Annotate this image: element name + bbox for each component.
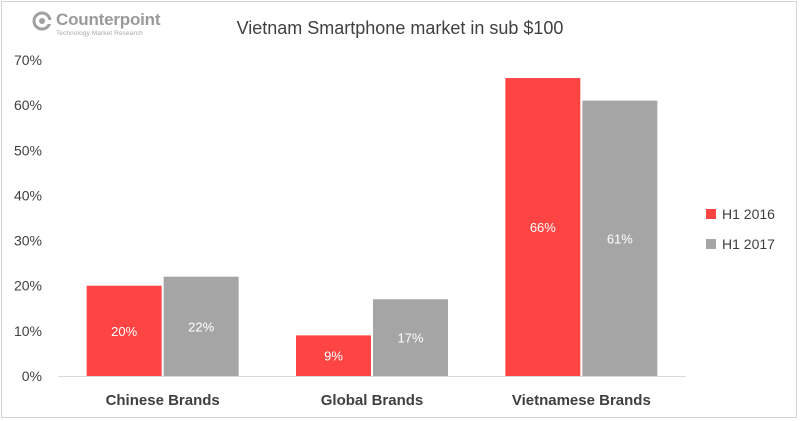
bar-h1-2017 [163, 276, 239, 376]
legend-item-h1-2017: H1 2017 [706, 234, 775, 254]
chart-title: Vietnam Smartphone market in sub $100 [236, 18, 564, 38]
counterpoint-logo-icon [32, 11, 52, 31]
x-tick-label: Global Brands [321, 392, 424, 409]
x-tick-label: Chinese Brands [106, 392, 220, 409]
y-tick-label: 20% [14, 278, 42, 294]
legend-swatch-h1-2016 [706, 209, 716, 219]
data-label: 66% [530, 220, 556, 235]
data-label: 22% [188, 319, 214, 334]
y-tick-label: 50% [14, 142, 42, 158]
y-tick-label: 40% [14, 187, 42, 203]
data-label: 17% [397, 331, 423, 346]
data-label: 20% [111, 324, 137, 339]
bar-h1-2016 [86, 285, 162, 376]
legend-item-h1-2016: H1 2016 [706, 204, 775, 224]
y-tick-label: 0% [22, 368, 42, 384]
bar-h1-2016 [296, 335, 371, 376]
x-tick-label: Vietnamese Brands [512, 392, 651, 409]
brand-name: Counterpoint [56, 10, 161, 29]
data-label: 9% [324, 349, 343, 364]
brand-tagline: Technology Market Research [56, 30, 143, 37]
legend-label-h1-2016: H1 2016 [722, 206, 775, 222]
legend-label-h1-2017: H1 2017 [722, 236, 775, 252]
y-tick-label: 10% [14, 323, 42, 339]
y-tick-label: 70% [14, 52, 42, 68]
data-label: 61% [607, 231, 633, 246]
legend: H1 2016 H1 2017 [706, 204, 775, 264]
legend-swatch-h1-2017 [706, 239, 716, 249]
bar-h1-2017 [373, 299, 448, 376]
y-tick-label: 30% [14, 233, 42, 249]
bar-h1-2017 [582, 100, 658, 376]
y-tick-label: 60% [14, 97, 42, 113]
bar-h1-2016 [505, 78, 581, 377]
